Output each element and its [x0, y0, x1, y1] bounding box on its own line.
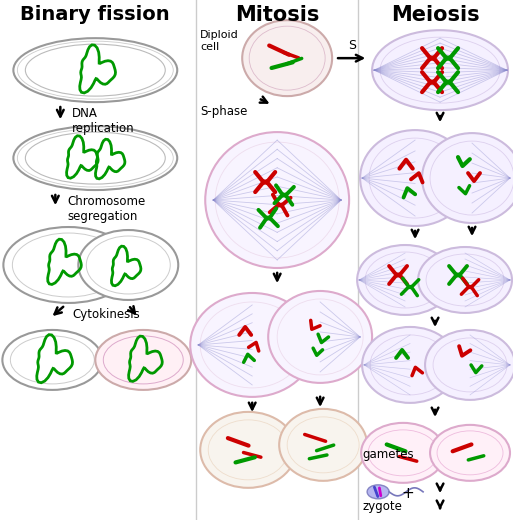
Ellipse shape — [13, 126, 177, 190]
Ellipse shape — [200, 412, 296, 488]
Text: Cytokinesis: Cytokinesis — [72, 308, 140, 321]
Ellipse shape — [425, 330, 513, 400]
Ellipse shape — [3, 330, 102, 390]
Ellipse shape — [430, 425, 510, 481]
Text: S: S — [348, 39, 356, 52]
Text: Diploid
cell: Diploid cell — [200, 30, 239, 52]
Ellipse shape — [95, 330, 191, 390]
Text: Mitosis: Mitosis — [235, 5, 320, 25]
Text: Meiosis: Meiosis — [391, 5, 479, 25]
Ellipse shape — [357, 245, 453, 315]
Ellipse shape — [78, 230, 178, 300]
Ellipse shape — [422, 133, 513, 223]
Text: DNA
replication: DNA replication — [72, 107, 135, 135]
Ellipse shape — [4, 227, 133, 303]
Ellipse shape — [279, 409, 367, 481]
Ellipse shape — [372, 30, 508, 110]
Ellipse shape — [360, 130, 470, 226]
Ellipse shape — [205, 132, 349, 268]
Text: Chromosome
segregation: Chromosome segregation — [67, 195, 146, 223]
Ellipse shape — [367, 485, 389, 499]
Ellipse shape — [268, 291, 372, 383]
Ellipse shape — [418, 247, 512, 313]
Text: S-phase: S-phase — [200, 105, 248, 118]
Ellipse shape — [242, 20, 332, 96]
Text: zygote: zygote — [362, 500, 402, 513]
Text: Binary fission: Binary fission — [21, 5, 170, 24]
Ellipse shape — [361, 423, 445, 483]
Text: gametes: gametes — [362, 448, 414, 461]
Ellipse shape — [190, 293, 314, 397]
Ellipse shape — [362, 327, 458, 403]
Ellipse shape — [13, 38, 177, 102]
Text: +: + — [402, 486, 415, 501]
